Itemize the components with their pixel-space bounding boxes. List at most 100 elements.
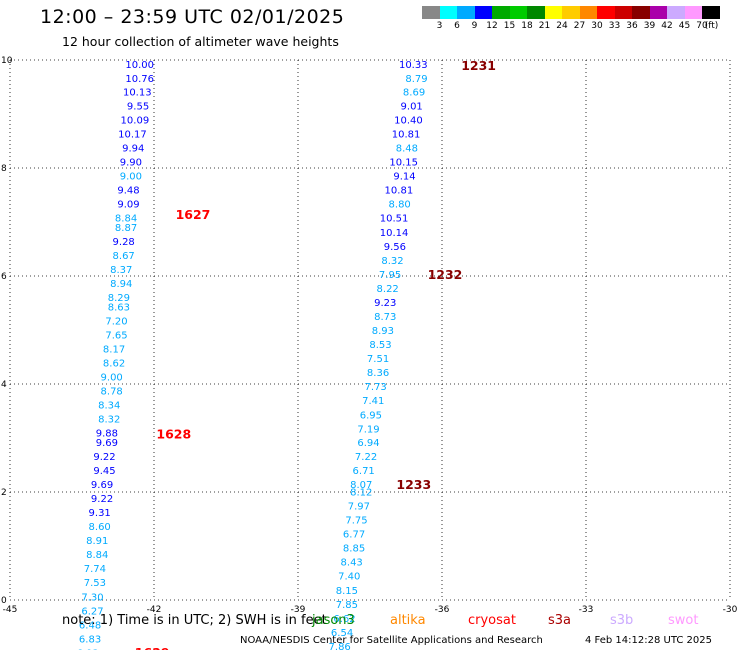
wave-height-value: 9.22 bbox=[93, 452, 115, 463]
track-cycle-label: 1629 bbox=[135, 645, 170, 650]
wave-height-value: 7.86 bbox=[329, 642, 351, 650]
wave-height-value: 8.63 bbox=[108, 302, 130, 313]
wave-height-value: 9.01 bbox=[401, 101, 423, 112]
legend-label: 33 bbox=[608, 21, 621, 31]
legend-label: 9 bbox=[471, 21, 478, 31]
wave-height-value: 8.93 bbox=[372, 326, 394, 337]
wave-height-value: 7.95 bbox=[379, 270, 401, 281]
wave-height-value: 7.30 bbox=[81, 592, 103, 603]
wave-height-value: 6.71 bbox=[353, 466, 375, 477]
wave-height-value: 10.81 bbox=[392, 129, 421, 140]
wave-height-value: 9.22 bbox=[91, 494, 113, 505]
wave-height-value: 7.65 bbox=[105, 330, 127, 341]
satellite-cryosat: cryosat bbox=[468, 613, 516, 628]
wave-height-value: 8.07 bbox=[350, 480, 372, 491]
wave-height-value: 7.53 bbox=[84, 578, 106, 589]
wave-height-value: 8.85 bbox=[343, 544, 365, 555]
wave-height-value: 6.62 bbox=[333, 614, 355, 625]
wave-height-value: 7.22 bbox=[355, 452, 377, 463]
color-legend bbox=[422, 6, 720, 19]
legend-label: 15 bbox=[503, 21, 516, 31]
wave-height-value: 9.09 bbox=[117, 200, 139, 211]
y-tick-label: 0 bbox=[1, 596, 7, 606]
wave-height-value: 9.45 bbox=[93, 466, 115, 477]
wave-height-value: 8.12 bbox=[350, 488, 372, 499]
wave-height-value: 8.37 bbox=[110, 265, 132, 276]
satellite-jason3: jason3 bbox=[312, 613, 355, 628]
wave-height-value: 9.23 bbox=[374, 298, 396, 309]
legend-label: 3 bbox=[436, 21, 443, 31]
wave-height-value: 8.69 bbox=[403, 87, 425, 98]
legend-swatch bbox=[579, 6, 597, 19]
legend-swatch bbox=[544, 6, 562, 19]
wave-height-value: 10.15 bbox=[389, 158, 418, 169]
wave-height-value: 6.93 bbox=[77, 648, 99, 650]
wave-height-value: 7.74 bbox=[84, 564, 106, 575]
x-tick-label: -39 bbox=[291, 605, 306, 615]
wave-height-value: 7.19 bbox=[357, 424, 379, 435]
y-tick-label: 4 bbox=[1, 380, 7, 390]
satellite-s3a: s3a bbox=[548, 613, 572, 628]
legend-label: 70 bbox=[696, 21, 708, 31]
wave-height-value: 10.51 bbox=[380, 214, 409, 225]
y-tick-label: 10 bbox=[1, 56, 13, 66]
legend-swatch bbox=[492, 6, 510, 19]
legend-swatch bbox=[422, 6, 440, 19]
credit-text: NOAA/NESDIS Center for Satellite Applica… bbox=[240, 635, 543, 646]
wave-height-value: 9.69 bbox=[96, 438, 118, 449]
wave-height-value: 8.48 bbox=[396, 144, 418, 155]
legend-swatch bbox=[614, 6, 632, 19]
x-tick-label: -42 bbox=[147, 605, 162, 615]
wave-height-value: 7.40 bbox=[338, 572, 360, 583]
wave-height-value: 7.51 bbox=[367, 354, 389, 365]
wave-height-value: 9.55 bbox=[127, 101, 149, 112]
wave-height-value: 8.94 bbox=[110, 279, 132, 290]
wave-height-value: 9.14 bbox=[393, 172, 415, 183]
wave-height-value: 7.97 bbox=[348, 502, 370, 513]
track-cycle-label: 1231 bbox=[461, 58, 496, 73]
legend-label: 18 bbox=[521, 21, 533, 31]
wave-height-value: 9.90 bbox=[120, 158, 142, 169]
wave-height-value: 7.73 bbox=[365, 382, 387, 393]
wave-height-value: 6.77 bbox=[343, 530, 365, 541]
wave-height-value: 7.20 bbox=[105, 316, 127, 327]
wave-height-value: 10.40 bbox=[394, 115, 423, 126]
legend-label: 12 bbox=[486, 21, 498, 31]
legend-label: 21 bbox=[538, 21, 551, 31]
track-cycle-label: 1233 bbox=[396, 477, 431, 492]
y-tick-label: 2 bbox=[1, 488, 7, 498]
satellite-altika: altika bbox=[390, 613, 426, 628]
legend-label: 6 bbox=[454, 21, 460, 31]
wave-height-value: 10.13 bbox=[123, 87, 152, 98]
legend-label: 24 bbox=[556, 21, 568, 31]
wave-height-value: 6.48 bbox=[79, 620, 101, 631]
x-tick-label: -36 bbox=[435, 605, 450, 615]
wave-height-value: 8.84 bbox=[86, 550, 108, 561]
legend-swatch bbox=[562, 6, 580, 19]
wave-height-value: 10.00 bbox=[125, 60, 154, 71]
legend-swatch bbox=[684, 6, 702, 19]
wave-height-value: 8.17 bbox=[103, 344, 125, 355]
wave-height-value: 7.75 bbox=[345, 516, 367, 527]
legend-swatch bbox=[527, 6, 545, 19]
wave-height-value: 8.78 bbox=[101, 387, 123, 398]
wave-height-value: 9.56 bbox=[384, 242, 406, 253]
wave-height-value: 7.41 bbox=[362, 396, 384, 407]
wave-height-value: 8.36 bbox=[367, 368, 389, 379]
y-tick-label: 6 bbox=[1, 272, 7, 282]
wave-height-value: 8.22 bbox=[377, 284, 399, 295]
wave-height-value: 8.34 bbox=[98, 401, 120, 412]
wave-height-value: 8.67 bbox=[113, 251, 135, 262]
wave-height-value: 8.73 bbox=[374, 312, 396, 323]
wave-height-value: 9.88 bbox=[96, 429, 118, 440]
wave-height-value: 8.15 bbox=[336, 586, 358, 597]
wave-height-value: 10.81 bbox=[385, 186, 414, 197]
legend-label: 45 bbox=[678, 21, 691, 31]
wave-height-value: 9.00 bbox=[120, 172, 142, 183]
legend-swatch bbox=[457, 6, 475, 19]
wave-height-value: 8.62 bbox=[103, 358, 125, 369]
wave-height-value: 8.60 bbox=[89, 522, 111, 533]
wave-height-value: 8.91 bbox=[86, 536, 108, 547]
legend-label: (ft) bbox=[704, 21, 719, 31]
legend-label: 27 bbox=[573, 21, 586, 31]
